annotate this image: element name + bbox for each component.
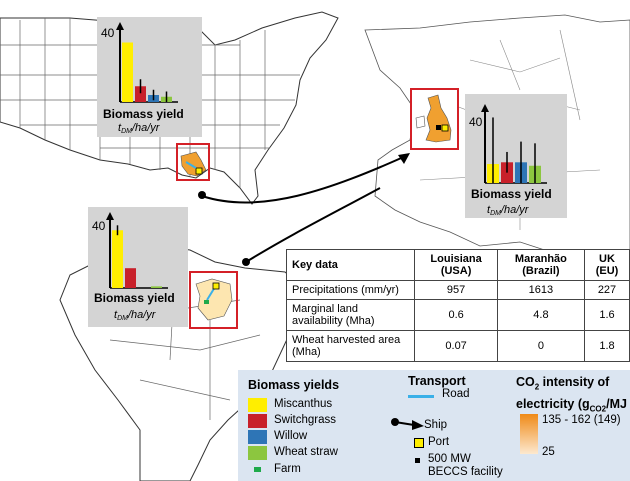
road-icon [408, 395, 434, 398]
legend-biomass-title: Biomass yields [248, 378, 340, 392]
brazil-yield-bars [106, 212, 168, 289]
table-header-uk: UK (EU) [583, 249, 630, 281]
usa-bar-switchgrass [135, 86, 146, 102]
brazil-bar-wheat-straw [151, 286, 162, 288]
table-row: Marginal land availability (Mha) 0.6 4.8… [285, 299, 630, 331]
ship-icon [391, 418, 424, 430]
uk-port-icon [441, 124, 449, 132]
co2-gradient-bar [520, 414, 538, 454]
key-data-table: Key data Louisiana (USA) Maranhão (Brazi… [285, 249, 630, 362]
legend-transport-title: Transport [408, 374, 466, 388]
table-row: Precipitations (mm/yr) 957 1613 227 [285, 280, 630, 300]
brazil-chart-ymax: 40 [92, 219, 106, 233]
table-header-louisiana: Louisiana (USA) [414, 249, 498, 281]
legend-port: Port [428, 436, 450, 448]
uk-chart-title: Biomass yield [471, 187, 552, 201]
ireland-region [415, 115, 426, 129]
uk-chart-ymax: 40 [469, 115, 483, 129]
uk-chart-y-arrow [481, 104, 489, 112]
table-cell: 0.07 [414, 330, 498, 362]
table-header-row: Key data Louisiana (USA) Maranhão (Brazi… [285, 249, 630, 281]
legend-ship: Ship [424, 419, 448, 431]
maranhao-farm-icon [204, 300, 209, 304]
wheat-straw-swatch [248, 446, 267, 460]
usa-chart-panel [97, 17, 202, 137]
brazil-chart-title: Biomass yield [94, 291, 175, 305]
willow-swatch [248, 430, 267, 444]
table-cell: 957 [414, 280, 498, 300]
legend-switchgrass: Switchgrass [274, 414, 336, 426]
table-cell: 1.8 [583, 330, 630, 362]
uk-chart-unit: tDM/ha/yr [487, 204, 530, 217]
ship-route-origin-brazil [242, 258, 250, 266]
table-row-label: Precipitations (mm/yr) [285, 280, 416, 300]
ship-route-origin-usa [198, 191, 206, 199]
usa-chart-title: Biomass yield [103, 107, 184, 121]
ship-route-arrowhead [398, 153, 410, 164]
beccs-icon [415, 458, 420, 463]
legend-road: Road [442, 388, 470, 400]
table-row-label: Wheat harvested area (Mha) [285, 330, 416, 362]
uk-chart-panel [465, 94, 567, 218]
usa-yield-bars [116, 22, 178, 103]
table-header-key: Key data [285, 249, 416, 281]
louisiana-highlight [176, 143, 210, 181]
legend-co2-high: 135 - 162 (149) [542, 414, 621, 426]
ship-route-brazil-uk [245, 187, 381, 263]
legend-beccs: 500 MW BECCS facility [428, 453, 503, 478]
miscanthus-swatch [248, 398, 267, 412]
legend-panel: Biomass yields Miscanthus Switchgrass Wi… [238, 370, 630, 481]
usa-chart-y-arrow [116, 22, 124, 30]
brazil-chart-panel [88, 207, 188, 327]
table-cell: 4.8 [496, 299, 585, 331]
table-row-label: Marginal land availability (Mha) [285, 299, 416, 331]
legend-co2-title: CO2 intensity of electricity (gCO2/MJ [516, 375, 627, 413]
maranhao-port-icon [212, 282, 220, 290]
maranhao-region [195, 278, 233, 321]
uk-yield-bars [481, 104, 547, 184]
usa-chart-unit: tDM/ha/yr [118, 122, 161, 135]
maranhao-highlight [189, 271, 238, 329]
table-cell: 0.6 [414, 299, 498, 331]
brazil-chart-y-arrow [106, 212, 114, 220]
brazil-chart-unit: tDM/ha/yr [114, 309, 157, 322]
table-cell: 1613 [496, 280, 585, 300]
legend-co2-low: 25 [542, 446, 555, 458]
farm-icon [254, 467, 261, 472]
switchgrass-swatch [248, 414, 267, 428]
usa-chart-ymax: 40 [101, 26, 115, 40]
ship-route-usa-uk [201, 154, 409, 204]
legend-farm: Farm [274, 463, 301, 475]
legend-wheat-straw: Wheat straw [274, 446, 338, 458]
uk-beccs-icon [436, 125, 441, 130]
table-row: Wheat harvested area (Mha) 0.07 0 1.8 [285, 330, 630, 362]
table-cell: 0 [496, 330, 585, 362]
legend-miscanthus: Miscanthus [274, 398, 333, 410]
louisiana-road-icon [185, 161, 197, 169]
brazil-bar-miscanthus [112, 230, 123, 288]
louisiana-port-icon [195, 167, 203, 175]
brazil-bar-switchgrass [125, 268, 136, 288]
port-icon [414, 438, 424, 448]
table-cell: 227 [583, 280, 630, 300]
usa-bar-miscanthus [122, 42, 133, 102]
table-cell: 1.6 [583, 299, 630, 331]
table-header-maranhao: Maranhão (Brazil) [496, 249, 585, 281]
legend-willow: Willow [274, 430, 308, 442]
